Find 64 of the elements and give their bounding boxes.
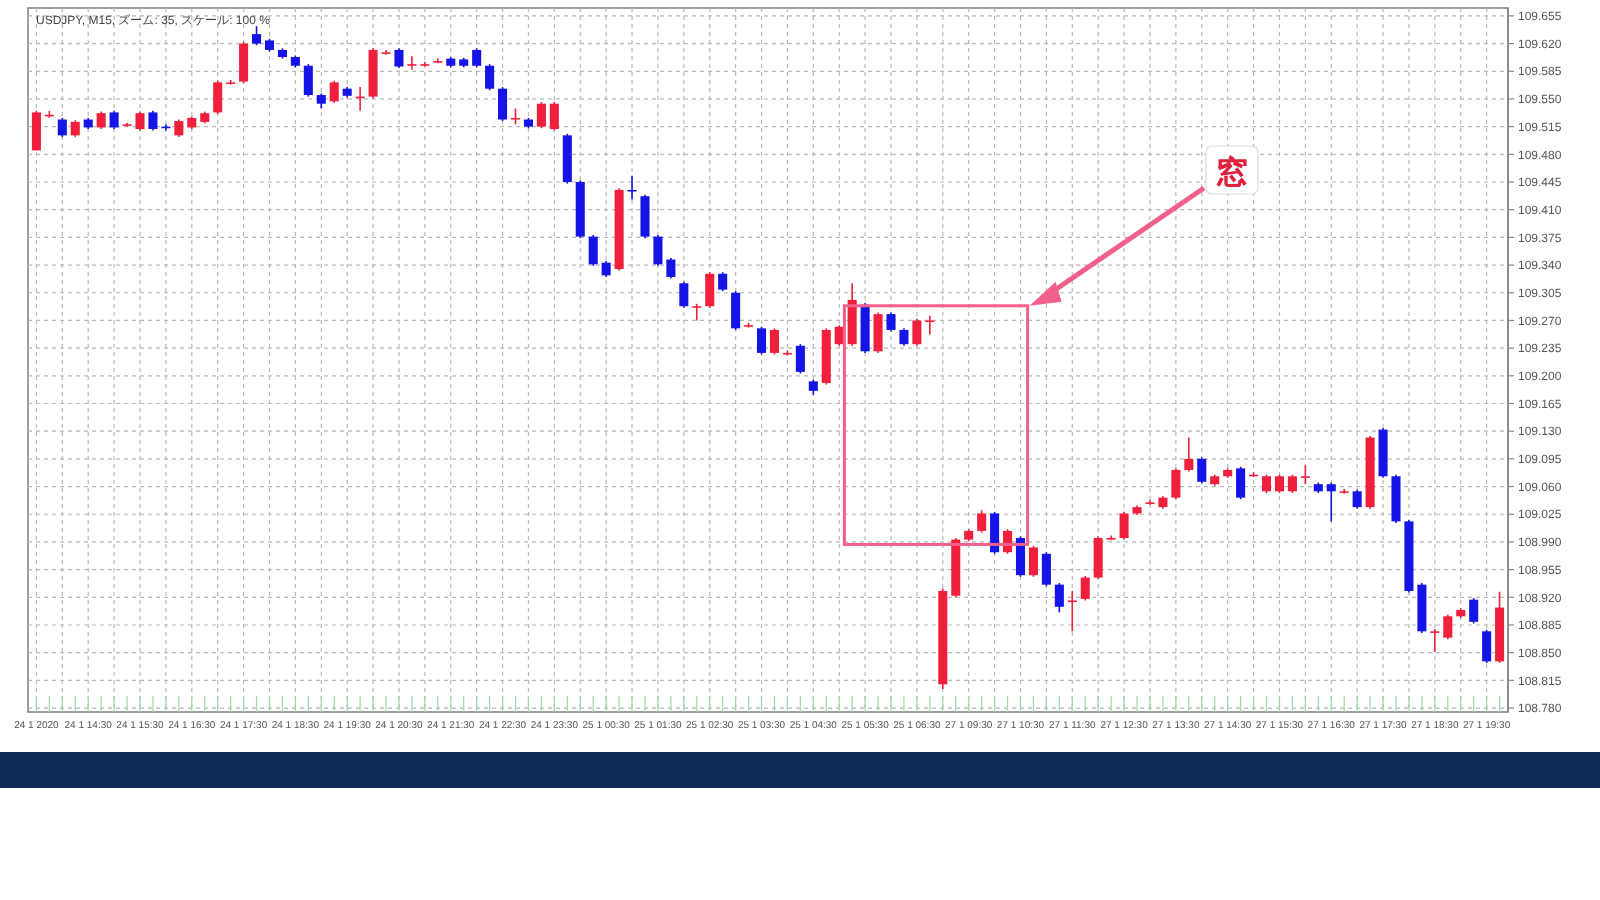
candlestick bbox=[718, 271, 728, 292]
candlestick bbox=[1391, 473, 1401, 524]
candlestick bbox=[1430, 628, 1440, 653]
candlestick bbox=[1378, 427, 1388, 479]
candlestick bbox=[109, 110, 119, 130]
candlestick bbox=[536, 101, 546, 130]
candlestick bbox=[148, 110, 158, 132]
candlestick bbox=[666, 257, 676, 280]
candlestick bbox=[1482, 628, 1492, 664]
candlestick bbox=[847, 282, 857, 347]
candlestick bbox=[1326, 481, 1336, 523]
candlestick bbox=[1352, 488, 1362, 510]
candlestick bbox=[31, 110, 41, 152]
candlestick bbox=[653, 234, 663, 267]
candlestick bbox=[239, 41, 249, 84]
candlestick bbox=[886, 311, 896, 333]
annotation: 窓 bbox=[1216, 153, 1248, 192]
candlestick bbox=[679, 280, 689, 309]
candlestick bbox=[1015, 535, 1026, 578]
candlestick bbox=[394, 47, 404, 69]
candlestick bbox=[705, 271, 715, 309]
candlestick bbox=[990, 511, 1000, 555]
candlestick bbox=[303, 63, 313, 98]
candlestick bbox=[549, 101, 559, 132]
candlestick bbox=[692, 303, 702, 322]
candlestick bbox=[562, 132, 572, 185]
candlestick bbox=[1054, 582, 1064, 614]
candlestick bbox=[1028, 545, 1038, 578]
candlestick bbox=[1184, 436, 1194, 473]
candlestick bbox=[1197, 456, 1207, 485]
candlestick bbox=[640, 193, 650, 239]
candlestick bbox=[731, 290, 741, 331]
candlestick bbox=[1417, 582, 1427, 634]
candlestick bbox=[472, 47, 482, 69]
candlestick bbox=[1080, 575, 1090, 602]
candlestick bbox=[1041, 551, 1051, 588]
candlestick bbox=[57, 117, 67, 138]
candlestick bbox=[1443, 613, 1453, 641]
candlestick bbox=[925, 314, 935, 336]
candlestick bbox=[1274, 473, 1284, 494]
candlestick bbox=[1093, 535, 1103, 580]
candlestick bbox=[485, 63, 495, 92]
candlestick bbox=[873, 311, 883, 354]
candlestick bbox=[1067, 590, 1077, 633]
candlestick bbox=[588, 234, 598, 267]
candlestick bbox=[627, 174, 637, 201]
candlestick bbox=[756, 325, 767, 356]
candlestick bbox=[912, 318, 922, 347]
candlestick bbox=[860, 302, 870, 354]
candlestick bbox=[1171, 467, 1181, 501]
candlestick bbox=[407, 55, 417, 71]
candlestick bbox=[1119, 511, 1129, 541]
candlestick bbox=[1300, 464, 1310, 485]
candlestick bbox=[1469, 597, 1479, 625]
candlestick bbox=[252, 25, 262, 46]
candlestick bbox=[977, 509, 987, 534]
candlestick bbox=[1287, 473, 1297, 494]
candlestick bbox=[329, 79, 339, 104]
candlestick bbox=[795, 343, 805, 375]
candlestick bbox=[769, 327, 780, 356]
candlestick bbox=[498, 86, 508, 122]
candlestick bbox=[213, 79, 223, 115]
candlestick bbox=[1261, 473, 1272, 494]
candlestick bbox=[1236, 465, 1246, 501]
